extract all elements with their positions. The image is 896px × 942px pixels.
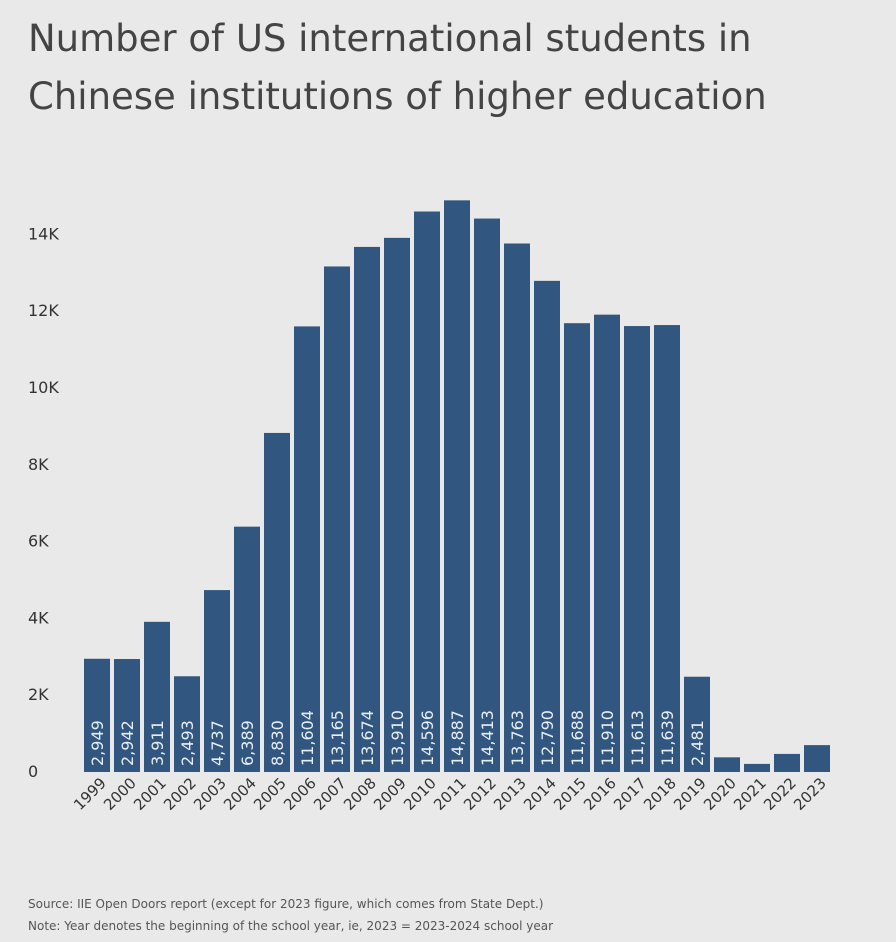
- bar: [564, 323, 590, 772]
- y-tick-label: 12K: [28, 301, 59, 320]
- bar: [294, 326, 320, 772]
- bar-value-label: 11,910: [598, 710, 617, 766]
- bar: [444, 200, 470, 772]
- bar-value-label: 11,639: [658, 710, 677, 766]
- y-tick-label: 8K: [28, 455, 49, 474]
- bar: [804, 745, 830, 772]
- y-tick-label: 6K: [28, 532, 49, 551]
- bar-value-label: 8,830: [268, 720, 287, 766]
- bar: [324, 266, 350, 772]
- bar-value-label: 11,604: [298, 710, 317, 766]
- bar: [384, 237, 410, 772]
- bar: [504, 243, 530, 772]
- x-tick-label: 2016: [580, 774, 620, 814]
- bar: [534, 280, 560, 772]
- x-tick-label: 2019: [670, 774, 710, 814]
- x-tick-label: 2015: [550, 774, 590, 814]
- x-tick-label: 2007: [310, 774, 350, 814]
- bar: [234, 526, 260, 772]
- bar: [204, 590, 230, 772]
- x-tick-label: 2009: [370, 774, 410, 814]
- x-tick-label: 2006: [280, 774, 320, 814]
- bar: [684, 676, 710, 772]
- x-tick-label: 2001: [130, 774, 170, 814]
- bar: [744, 763, 770, 772]
- x-tick-label: 2008: [340, 774, 380, 814]
- bar: [654, 325, 680, 772]
- bar: [624, 326, 650, 772]
- y-tick-label: 0: [28, 762, 38, 781]
- x-tick-label: 2002: [160, 774, 200, 814]
- y-tick-label: 10K: [28, 378, 59, 397]
- x-tick-label: 2023: [790, 774, 830, 814]
- x-tick-label: 2011: [430, 774, 470, 814]
- x-tick-label: 2013: [490, 774, 530, 814]
- bar-value-label: 6,389: [238, 720, 257, 766]
- bar-value-label: 2,481: [688, 720, 707, 766]
- bar-value-label: 2,949: [88, 720, 107, 766]
- bar: [114, 659, 140, 772]
- bar-value-label: 2,493: [178, 720, 197, 766]
- bar-value-label: 4,737: [208, 720, 227, 766]
- bar-value-label: 2,942: [118, 720, 137, 766]
- bar-value-label: 13,910: [388, 710, 407, 766]
- bar: [144, 621, 170, 772]
- bar: [84, 658, 110, 772]
- source-note: Source: IIE Open Doors report (except fo…: [28, 897, 544, 911]
- bar-value-label: 14,413: [478, 710, 497, 766]
- bar-value-label: 12,790: [538, 710, 557, 766]
- x-tick-label: 2017: [610, 774, 650, 814]
- chart-title: Number of US international students in C…: [28, 17, 767, 118]
- x-tick-label: 1999: [70, 774, 110, 814]
- bar: [174, 676, 200, 772]
- bar-chart: 0 2K 4K 6K 8K 10K 12K 14K 2,949 1999 2,942 2000 3,91…: [28, 200, 830, 814]
- x-tick-label: 2003: [190, 774, 230, 814]
- bar: [774, 753, 800, 772]
- bar: [264, 432, 290, 772]
- x-tick-label: 2005: [250, 774, 290, 814]
- bar: [354, 246, 380, 772]
- x-tick-label: 2010: [400, 774, 440, 814]
- bar-value-label: 13,674: [358, 710, 377, 766]
- x-tick-label: 2012: [460, 774, 500, 814]
- bar-value-label: 11,613: [628, 710, 647, 766]
- bar-value-label: 13,165: [328, 710, 347, 766]
- x-tick-label: 2000: [100, 774, 140, 814]
- year-note: Note: Year denotes the beginning of the …: [28, 919, 554, 933]
- x-tick-label: 2004: [220, 774, 260, 814]
- x-tick-label: 2020: [700, 774, 740, 814]
- bar: [714, 757, 740, 772]
- bar: [594, 314, 620, 772]
- y-tick-label: 4K: [28, 608, 49, 627]
- x-tick-label: 2014: [520, 774, 560, 814]
- y-tick-label: 2K: [28, 685, 49, 704]
- x-tick-label: 2022: [760, 774, 800, 814]
- chart-footer: Source: IIE Open Doors report (except fo…: [28, 893, 553, 937]
- bar-value-label: 11,688: [568, 710, 587, 766]
- x-tick-label: 2021: [730, 774, 770, 814]
- bar-value-label: 13,763: [508, 710, 527, 766]
- bar-value-label: 14,596: [418, 710, 437, 766]
- y-tick-label: 14K: [28, 224, 59, 243]
- x-tick-label: 2018: [640, 774, 680, 814]
- bar-value-label: 14,887: [448, 710, 467, 766]
- bar: [414, 211, 440, 772]
- bar: [474, 218, 500, 773]
- bar-value-label: 3,911: [148, 720, 167, 766]
